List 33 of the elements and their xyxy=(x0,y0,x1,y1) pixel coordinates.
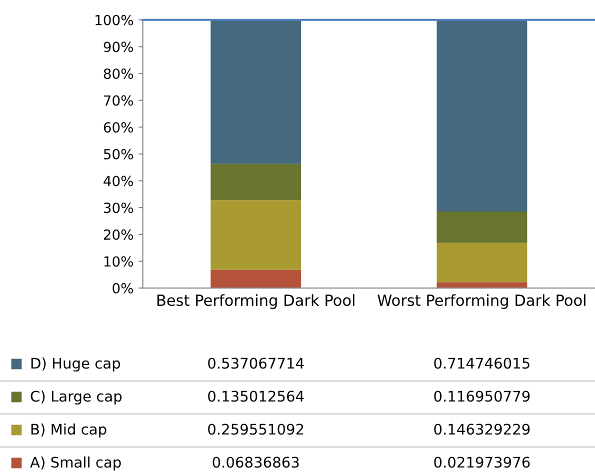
data-label: 0.146329229 xyxy=(434,424,530,435)
data-label: 0.714746015 xyxy=(434,358,530,369)
legend-label: A) Small cap xyxy=(30,456,121,471)
y-tick-label: 30% xyxy=(104,202,134,214)
legend-label: D) Huge cap xyxy=(31,357,120,372)
y-tick-label: 50% xyxy=(104,148,134,160)
bar xyxy=(436,20,528,212)
x-tick-label: Worst Performing Dark Pool xyxy=(378,294,586,309)
bar xyxy=(210,164,302,200)
bar xyxy=(210,20,302,164)
bar xyxy=(436,212,528,243)
bar xyxy=(210,270,302,288)
y-tick-label: 100% xyxy=(96,14,134,26)
y-tick-label: 70% xyxy=(104,95,134,106)
y-tick-label: 20% xyxy=(104,229,134,240)
bar xyxy=(210,200,302,270)
y-tick-label: 80% xyxy=(104,68,134,79)
data-label: 0.259551092 xyxy=(208,424,304,435)
data-label: 0.021973976 xyxy=(434,456,530,468)
data-label: 0.06836863 xyxy=(212,456,299,468)
legend-label: C) Large cap xyxy=(30,390,122,405)
bar xyxy=(436,282,528,288)
data-label: 0.537067714 xyxy=(208,358,304,369)
bar xyxy=(436,242,528,282)
y-tick-label: 10% xyxy=(104,256,134,267)
legend-label: B) Mid cap xyxy=(31,423,106,438)
data-label: 0.116950779 xyxy=(434,390,530,402)
data-label: 0.135012564 xyxy=(208,390,304,402)
y-tick-label: 90% xyxy=(104,42,134,52)
x-tick-label: Best Performing Dark Pool xyxy=(157,294,354,309)
y-tick-label: 0% xyxy=(112,283,134,294)
y-tick-label: 60% xyxy=(104,122,134,133)
y-tick-label: 40% xyxy=(104,176,134,186)
